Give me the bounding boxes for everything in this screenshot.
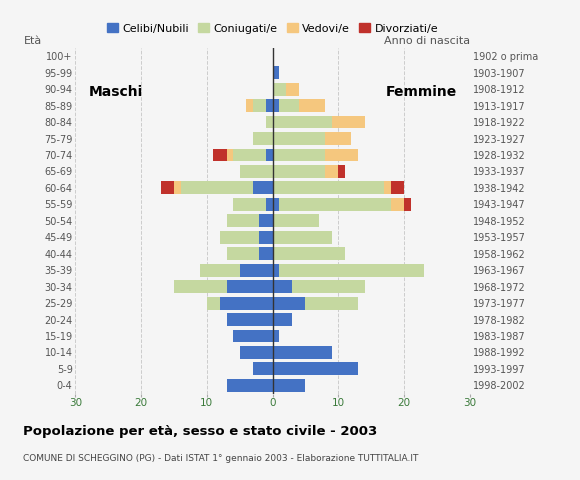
Bar — [253, 181, 273, 194]
Bar — [259, 231, 273, 244]
Bar — [273, 165, 325, 178]
Bar — [240, 346, 273, 359]
Bar — [174, 181, 180, 194]
Bar — [279, 99, 299, 112]
Bar — [273, 66, 279, 79]
Bar — [253, 132, 273, 145]
Bar — [233, 330, 273, 342]
Bar — [253, 362, 273, 375]
Text: COMUNE DI SCHEGGINO (PG) - Dati ISTAT 1° gennaio 2003 - Elaborazione TUTTITALIA.: COMUNE DI SCHEGGINO (PG) - Dati ISTAT 1°… — [23, 454, 419, 463]
Bar — [299, 99, 325, 112]
Bar — [338, 165, 345, 178]
Legend: Celibi/Nubili, Coniugati/e, Vedovi/e, Divorziati/e: Celibi/Nubili, Coniugati/e, Vedovi/e, Di… — [103, 19, 443, 38]
Bar — [266, 198, 273, 211]
Bar — [391, 181, 404, 194]
Bar — [253, 99, 266, 112]
Bar — [273, 181, 385, 194]
Bar — [213, 148, 227, 161]
Bar — [404, 198, 411, 211]
Bar — [325, 132, 351, 145]
Bar — [279, 264, 424, 276]
Bar — [161, 181, 174, 194]
Bar — [273, 346, 332, 359]
Bar — [240, 264, 273, 276]
Text: Maschi: Maschi — [89, 84, 143, 98]
Bar — [273, 215, 318, 227]
Bar — [174, 280, 227, 293]
Bar — [233, 198, 266, 211]
Bar — [279, 198, 391, 211]
Bar — [273, 198, 279, 211]
Bar — [273, 231, 332, 244]
Bar — [259, 215, 273, 227]
Bar — [273, 330, 279, 342]
Bar — [227, 215, 259, 227]
Bar — [273, 362, 358, 375]
Bar — [246, 99, 253, 112]
Bar — [220, 231, 259, 244]
Text: Età: Età — [24, 36, 42, 46]
Bar — [273, 280, 292, 293]
Bar — [207, 297, 220, 310]
Bar — [273, 297, 306, 310]
Bar — [227, 148, 233, 161]
Bar — [180, 181, 253, 194]
Bar — [273, 99, 279, 112]
Text: Anno di nascita: Anno di nascita — [384, 36, 470, 46]
Text: Popolazione per età, sesso e stato civile - 2003: Popolazione per età, sesso e stato civil… — [23, 425, 378, 438]
Text: Femmine: Femmine — [385, 84, 456, 98]
Bar — [227, 280, 273, 293]
Bar — [273, 313, 292, 326]
Bar — [273, 83, 286, 96]
Bar — [292, 280, 365, 293]
Bar — [240, 165, 273, 178]
Bar — [273, 132, 325, 145]
Bar — [259, 247, 273, 260]
Bar — [325, 165, 338, 178]
Bar — [391, 198, 404, 211]
Bar — [306, 297, 358, 310]
Bar — [200, 264, 240, 276]
Bar — [286, 83, 299, 96]
Bar — [233, 148, 266, 161]
Bar — [227, 313, 273, 326]
Bar — [273, 116, 332, 129]
Bar — [266, 116, 273, 129]
Bar — [325, 148, 358, 161]
Bar — [266, 99, 273, 112]
Bar — [227, 379, 273, 392]
Bar — [385, 181, 391, 194]
Bar — [273, 247, 345, 260]
Bar — [273, 379, 306, 392]
Bar — [227, 247, 259, 260]
Bar — [273, 148, 325, 161]
Bar — [266, 148, 273, 161]
Bar — [220, 297, 273, 310]
Bar — [332, 116, 365, 129]
Bar — [273, 264, 279, 276]
